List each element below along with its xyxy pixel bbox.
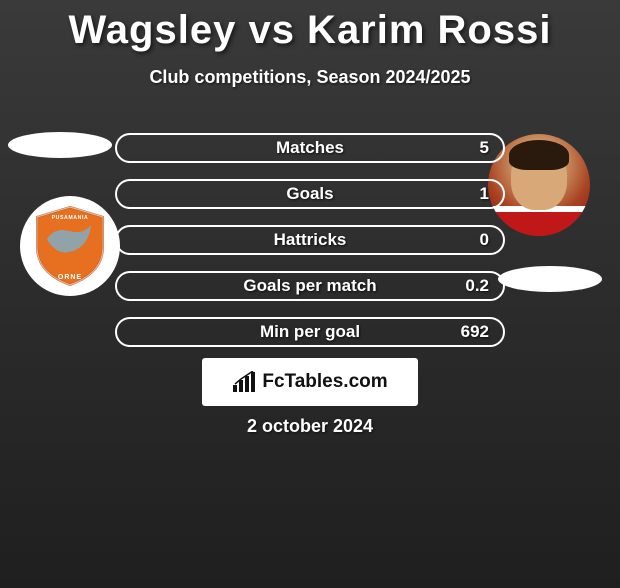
stat-label: Goals [286, 184, 333, 204]
stat-label: Hattricks [274, 230, 347, 250]
stat-value-right: 692 [461, 322, 489, 342]
page-title: Wagsley vs Karim Rossi [0, 8, 620, 53]
stat-row-matches: Matches 5 [115, 133, 505, 163]
subtitle: Club competitions, Season 2024/2025 [0, 67, 620, 88]
bars-icon [232, 371, 258, 393]
player-hair [509, 140, 569, 170]
stat-label: Min per goal [260, 322, 360, 342]
stat-row-goals-per-match: Goals per match 0.2 [115, 271, 505, 301]
stats-table: Matches 5 Goals 1 Hattricks 0 Goals per … [115, 133, 505, 363]
stat-row-min-per-goal: Min per goal 692 [115, 317, 505, 347]
brand-text: FcTables.com [262, 371, 387, 393]
stat-value-right: 0.2 [465, 276, 489, 296]
right-player-ellipse [498, 266, 602, 292]
left-player-ellipse [8, 132, 112, 158]
stat-label: Matches [276, 138, 344, 158]
stat-value-right: 0 [480, 230, 489, 250]
left-team-badge: PUSAMANIA ORNE [20, 196, 120, 296]
svg-text:ORNE: ORNE [58, 274, 82, 281]
stat-row-hattricks: Hattricks 0 [115, 225, 505, 255]
stat-row-goals: Goals 1 [115, 179, 505, 209]
stat-value-right: 5 [480, 138, 489, 158]
stat-label: Goals per match [243, 276, 376, 296]
stat-value-right: 1 [480, 184, 489, 204]
date-text: 2 october 2024 [0, 416, 620, 437]
svg-text:PUSAMANIA: PUSAMANIA [52, 215, 89, 221]
brand-banner[interactable]: FcTables.com [202, 358, 418, 406]
shield-icon: PUSAMANIA ORNE [33, 205, 107, 287]
